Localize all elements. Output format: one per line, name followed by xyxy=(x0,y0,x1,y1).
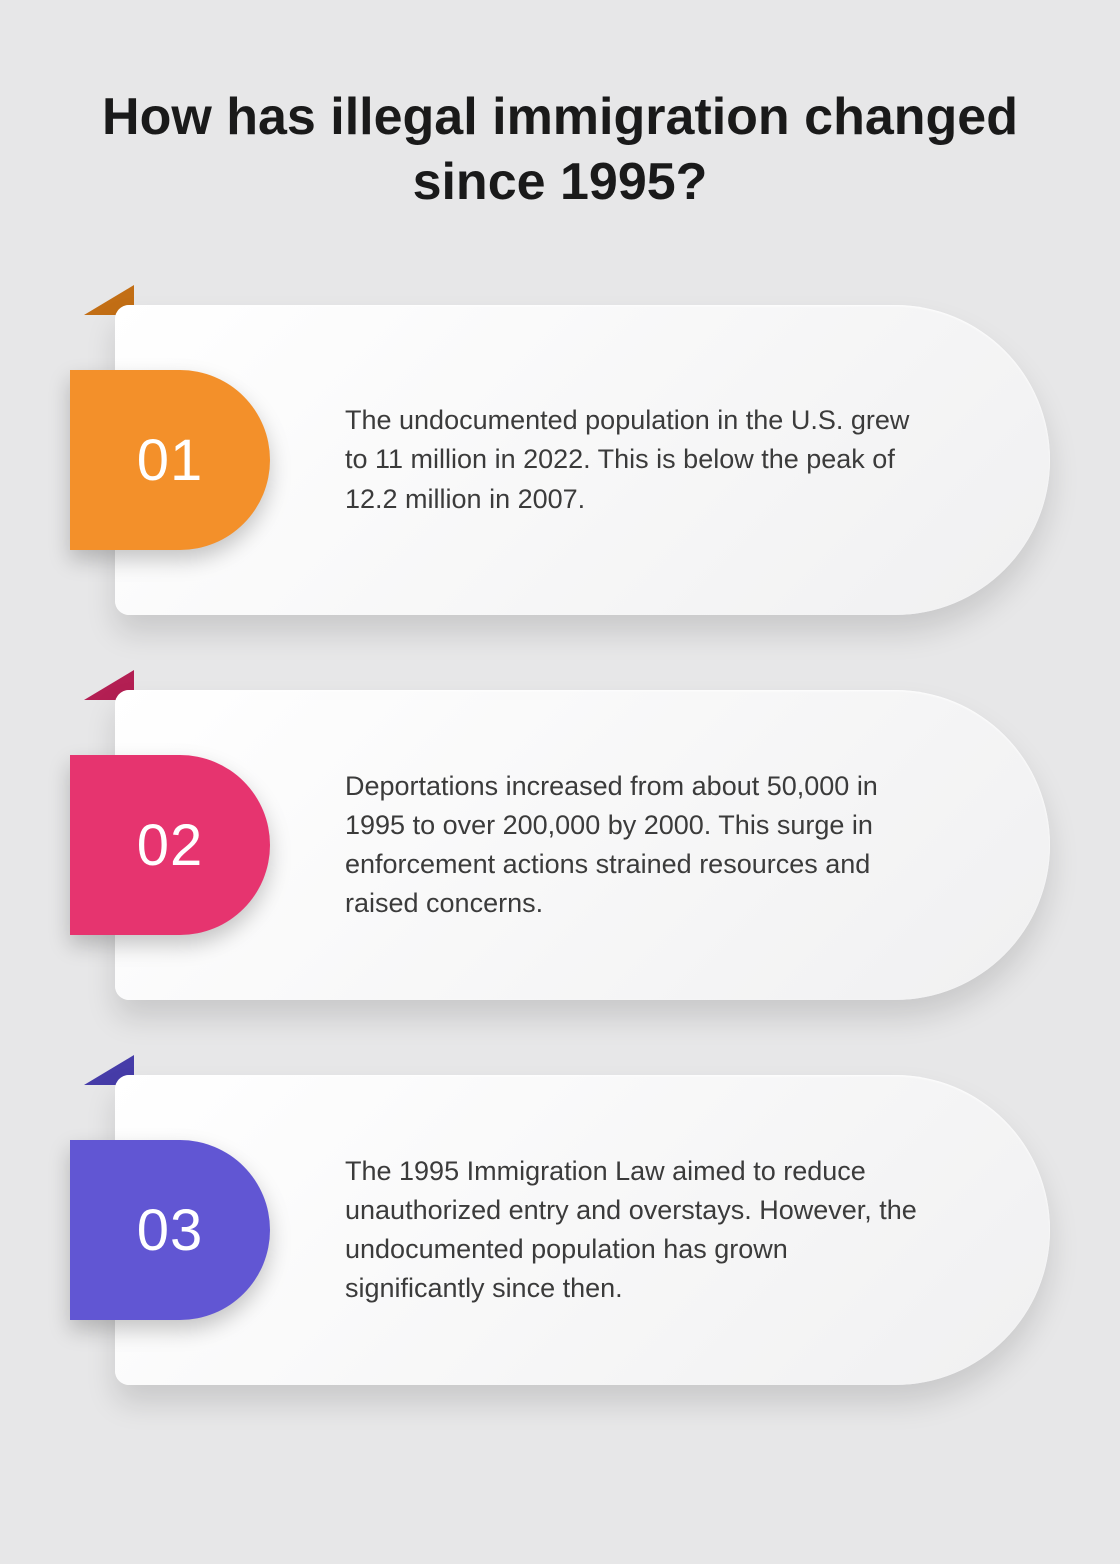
card-number-badge: 01 xyxy=(70,370,270,550)
card-number-label: 02 xyxy=(137,812,204,879)
card-text: The undocumented population in the U.S. … xyxy=(345,401,930,518)
card-number-badge: 03 xyxy=(70,1140,270,1320)
card-text: The 1995 Immigration Law aimed to reduce… xyxy=(345,1152,930,1309)
card-text: Deportations increased from about 50,000… xyxy=(345,767,930,924)
cards-container: The undocumented population in the U.S. … xyxy=(70,305,1050,1385)
page-title: How has illegal immigration changed sinc… xyxy=(70,85,1050,215)
card-number-label: 03 xyxy=(137,1197,204,1264)
info-card: The 1995 Immigration Law aimed to reduce… xyxy=(70,1075,1050,1385)
card-number-label: 01 xyxy=(137,427,204,494)
card-number-badge: 02 xyxy=(70,755,270,935)
info-card: Deportations increased from about 50,000… xyxy=(70,690,1050,1000)
info-card: The undocumented population in the U.S. … xyxy=(70,305,1050,615)
